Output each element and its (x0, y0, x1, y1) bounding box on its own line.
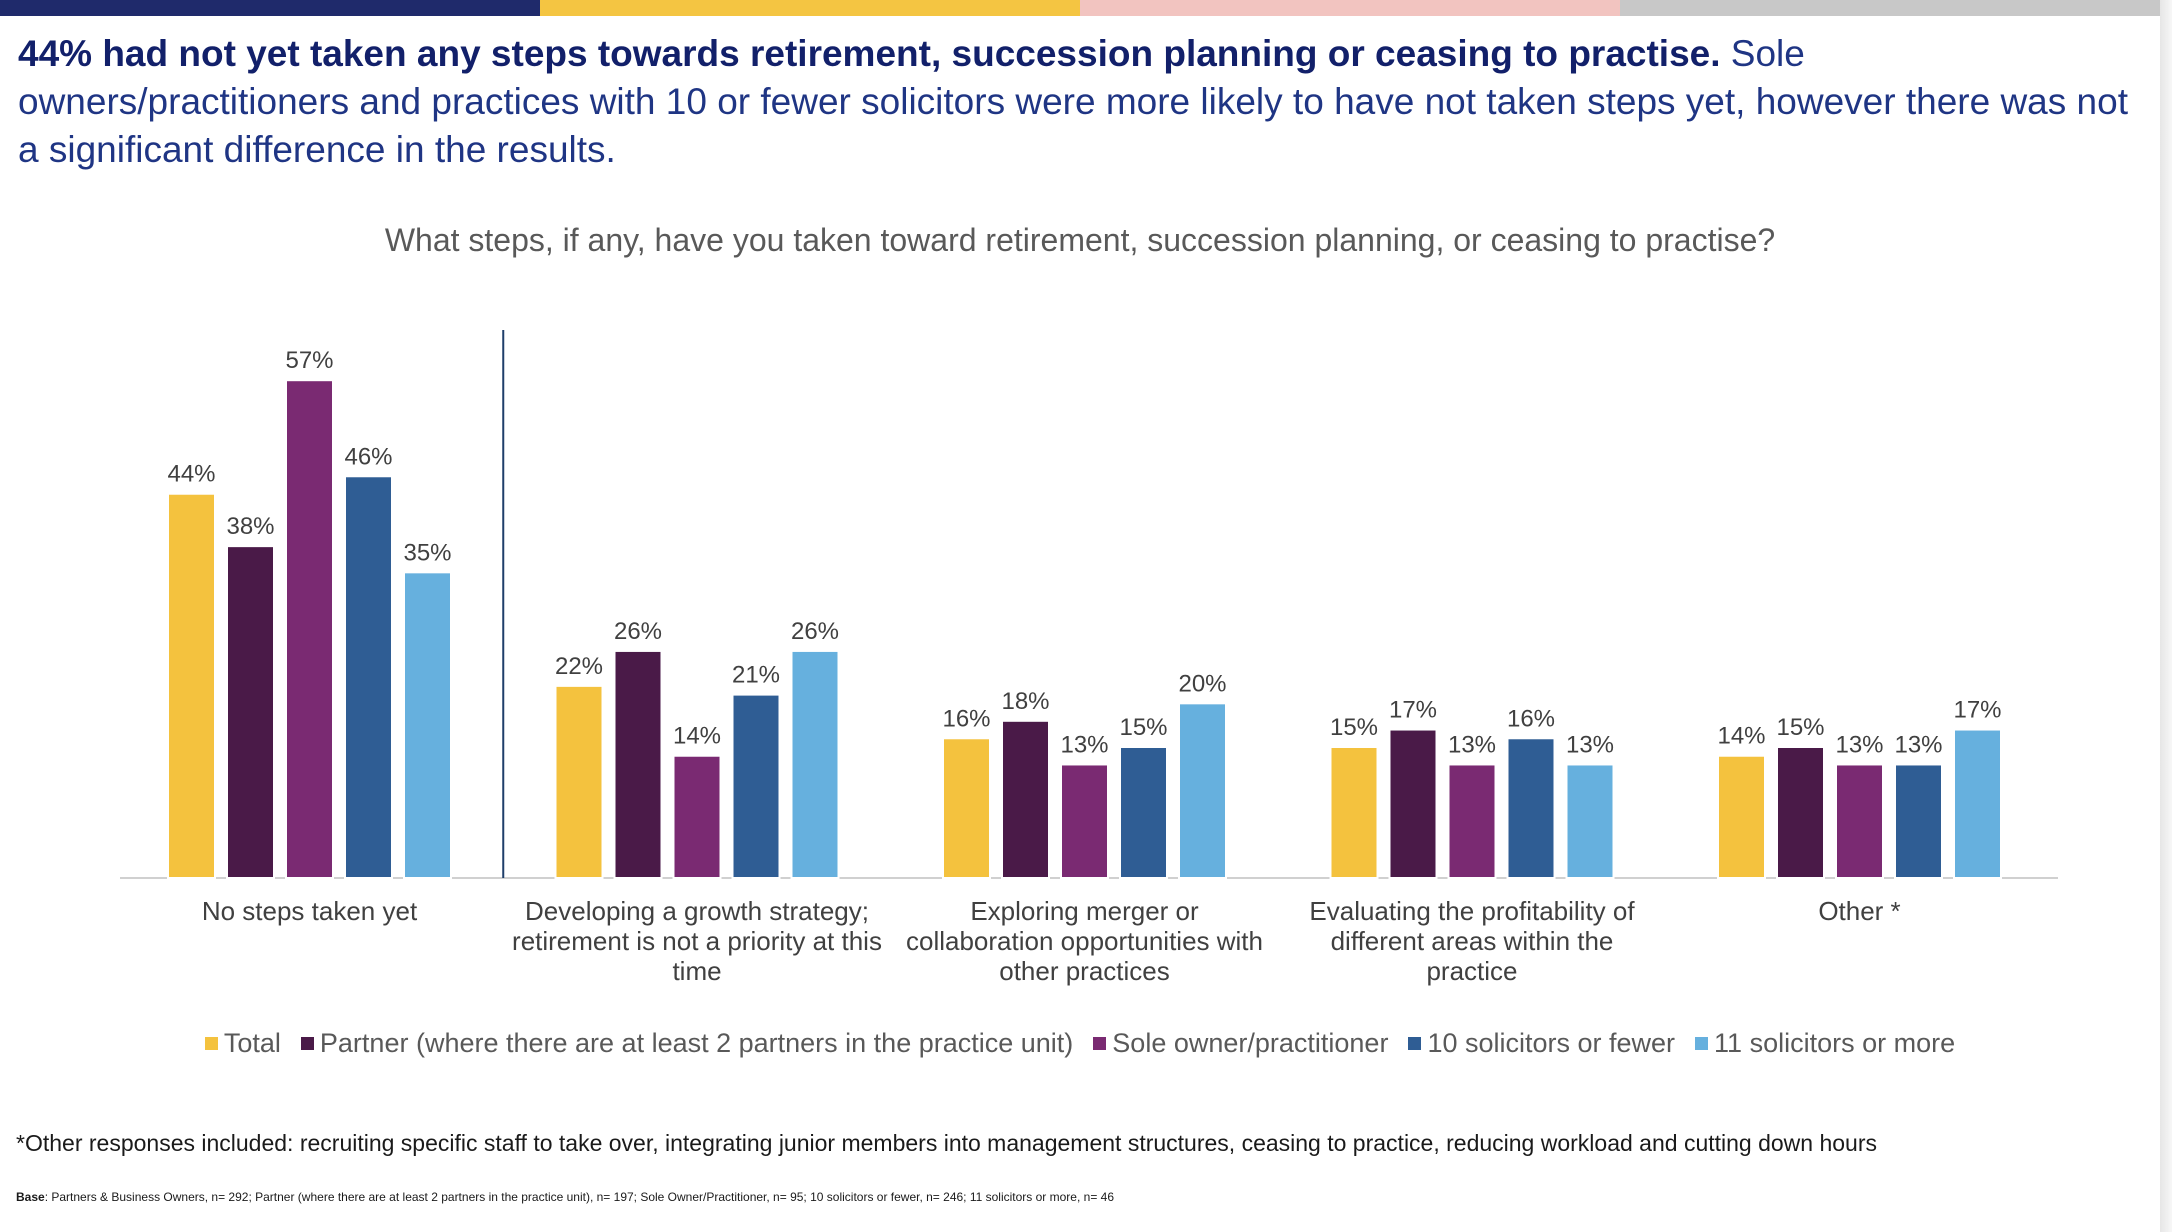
legend-swatch (1408, 1037, 1422, 1050)
data-label: 46% (344, 443, 392, 470)
legend-label: 10 solicitors or fewer (1427, 1028, 1676, 1058)
category-label-line: time (672, 956, 721, 986)
legend-item: 11 solicitors or more (1695, 1028, 1955, 1059)
bar (731, 693, 781, 879)
data-label: 38% (226, 513, 274, 540)
bar (226, 545, 275, 879)
page-edge-shadow (2160, 0, 2172, 1232)
data-label: 17% (1389, 697, 1437, 724)
legend-label: Sole owner/practitioner (1112, 1028, 1389, 1058)
bar (1388, 728, 1438, 879)
bar (672, 754, 722, 880)
category-label-line: Exploring merger or (970, 896, 1199, 926)
category-label: Evaluating the profitability of different… (1309, 896, 1635, 986)
data-label: 17% (1953, 697, 2001, 724)
top-bar-segment (1080, 0, 1620, 16)
category-label-line: other practices (999, 956, 1170, 986)
bar (1060, 763, 1109, 880)
category-label: Other * (1818, 896, 1900, 926)
category-label-line: collaboration opportunities with (906, 926, 1263, 956)
legend-item: 10 solicitors or fewer (1408, 1028, 1675, 1059)
category-label-line: different areas within the (1331, 926, 1614, 956)
data-label: 13% (1060, 731, 1108, 758)
category-label-line: Other * (1818, 896, 1900, 926)
chart-title: What steps, if any, have you taken towar… (384, 222, 1776, 258)
legend-label: Total (223, 1028, 281, 1058)
headline-bold: 44% had not yet taken any steps towards … (18, 33, 1721, 74)
data-label: 15% (1330, 714, 1378, 741)
legend-swatch (1695, 1037, 1709, 1050)
bar (790, 649, 840, 879)
category-label-line: No steps taken yet (202, 896, 418, 926)
chart-legend: Total Partner (where there are at least 2… (0, 1028, 2160, 1059)
top-bar-segment (0, 0, 540, 16)
base-label: Base (16, 1190, 45, 1204)
legend-label: Partner (where there are at least 2 part… (319, 1028, 1074, 1058)
bar (1001, 719, 1050, 879)
category-label: No steps taken yet (202, 896, 418, 926)
data-label: 22% (555, 653, 603, 680)
category-label: Exploring merger or collaboration opportu… (906, 896, 1263, 986)
legend-swatch (1093, 1037, 1107, 1050)
legend-item: Total (204, 1028, 281, 1059)
bar (1953, 728, 2002, 879)
data-label: 13% (1448, 731, 1496, 758)
bar (1776, 746, 1825, 879)
bar (554, 684, 604, 879)
data-label: 44% (167, 461, 215, 488)
legend-swatch (204, 1037, 218, 1050)
bar (1506, 737, 1556, 879)
bar (1717, 754, 1766, 880)
data-label: 14% (1717, 723, 1765, 750)
category-label-line: practice (1426, 956, 1517, 986)
legend-item: Sole owner/practitioner (1093, 1028, 1388, 1059)
bar (942, 737, 991, 879)
data-label: 13% (1894, 731, 1942, 758)
data-label: 15% (1776, 714, 1824, 741)
bar (1447, 763, 1497, 880)
base-note: Base: Partners & Business Owners, n= 292… (16, 1190, 1114, 1204)
data-label: 15% (1119, 714, 1167, 741)
data-label: 14% (673, 723, 721, 750)
bar-chart: 44% 38% 57% 46% 35% No steps taken yet 22% 26% 1… (120, 330, 2058, 986)
bar (1835, 763, 1884, 880)
category-label-line: retirement is not a priority at this (512, 926, 882, 956)
legend-label: 11 solicitors or more (1714, 1028, 1956, 1058)
data-label: 21% (732, 662, 780, 689)
headline: 44% had not yet taken any steps towards … (18, 30, 2138, 174)
footnote: *Other responses included: recruiting sp… (16, 1130, 1878, 1156)
data-label: 26% (791, 618, 839, 645)
data-label: 26% (614, 618, 662, 645)
data-label: 16% (942, 705, 990, 732)
bar (613, 649, 663, 879)
bar (1894, 763, 1943, 880)
top-bar-segment (540, 0, 1080, 16)
category-label-line: Developing a growth strategy; (525, 896, 869, 926)
bar (1565, 763, 1615, 880)
data-label: 13% (1835, 731, 1883, 758)
data-label: 13% (1566, 731, 1614, 758)
top-color-bar (0, 0, 2160, 16)
bar (167, 492, 216, 879)
bar (403, 571, 452, 879)
bar (1178, 702, 1227, 880)
category-label: Developing a growth strategy; retirement … (512, 896, 882, 986)
bar (285, 379, 334, 879)
data-label: 20% (1178, 670, 1226, 697)
top-bar-segment (1620, 0, 2160, 16)
legend-item: Partner (where there are at least 2 part… (300, 1028, 1074, 1059)
headline-rest: Sole owners/practitioners and practices … (18, 33, 2128, 170)
category-label-line: Evaluating the profitability of (1309, 896, 1635, 926)
legend-swatch (300, 1037, 314, 1050)
data-label: 57% (285, 347, 333, 374)
base-text: : Partners & Business Owners, n= 292; Pa… (44, 1190, 1115, 1204)
bar (1119, 746, 1168, 879)
data-label: 16% (1507, 705, 1555, 732)
bar (344, 475, 393, 879)
data-label: 35% (403, 539, 451, 566)
bar (1329, 746, 1379, 879)
data-label: 18% (1001, 688, 1049, 715)
